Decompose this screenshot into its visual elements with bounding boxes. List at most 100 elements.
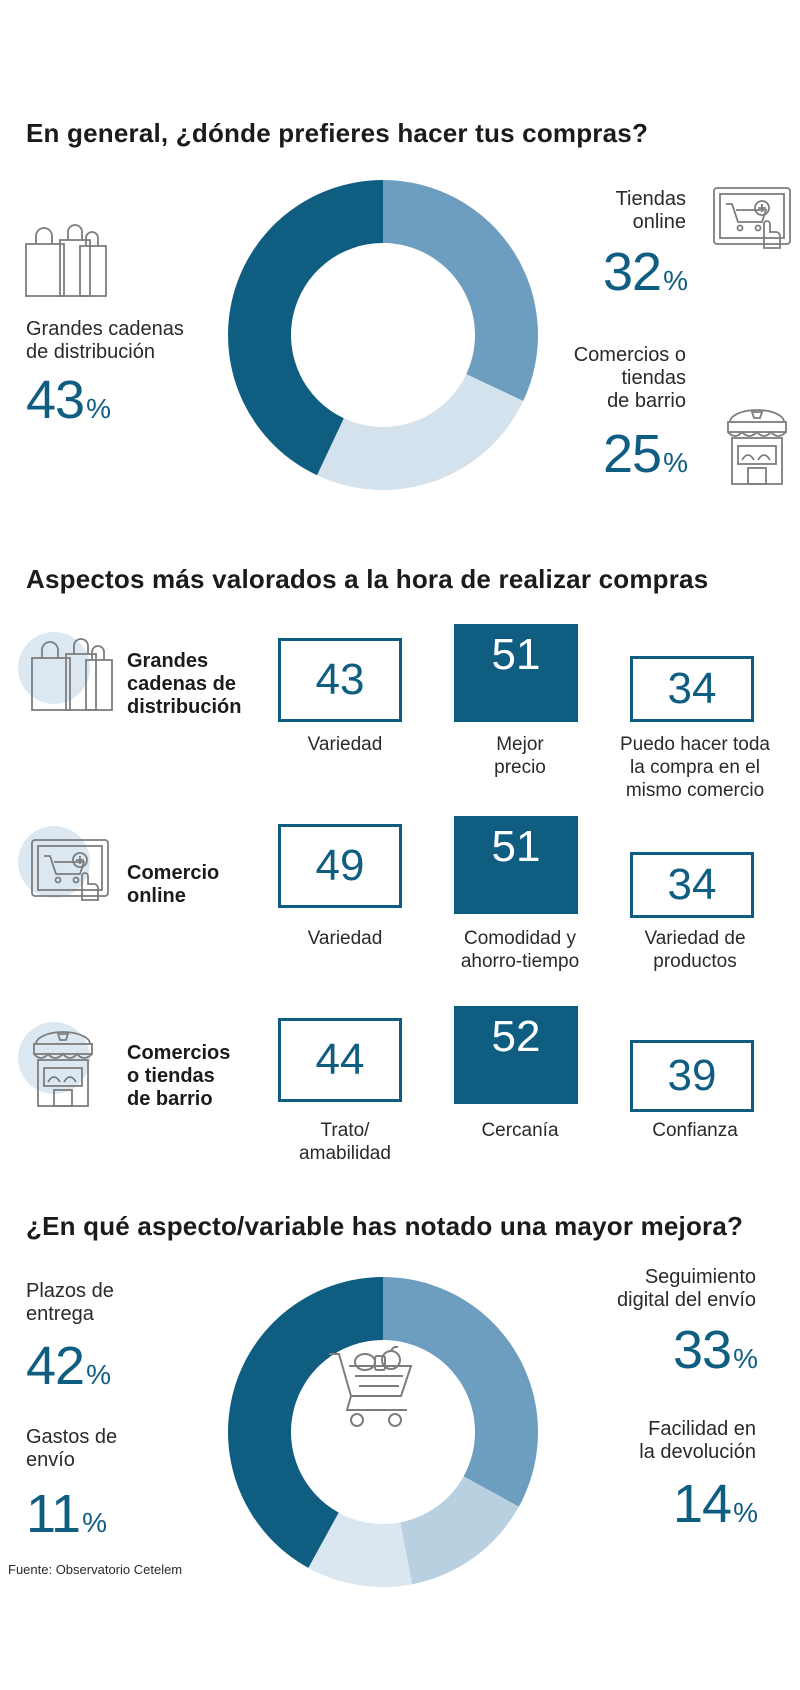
percent-sign: % (86, 393, 111, 424)
caption-line: productos (653, 951, 737, 972)
value-number: 42 (26, 1336, 85, 1396)
label-line: online (632, 211, 686, 233)
caption-line: la compra en el (630, 757, 760, 778)
donut-chart-2 (228, 1277, 538, 1588)
label-comercios-barrio: Comercios o tiendas de barrio (574, 344, 686, 413)
value-box: 43 (278, 638, 402, 722)
caption: Variedad de productos (600, 927, 790, 973)
caption-line: precio (494, 757, 546, 778)
label-line: la devolución (639, 1441, 756, 1463)
value-tiendas-online: 32% (603, 244, 688, 309)
label-line: envío (26, 1449, 75, 1471)
caption-line: Variedad (307, 928, 383, 949)
caption-line: Mejor (496, 734, 544, 755)
value-box: 34 (630, 656, 754, 722)
shopping-bags-icon (31, 638, 113, 711)
percent-sign: % (733, 1497, 758, 1528)
label-grandes-cadenas: Grandes cadenas de distribución (26, 318, 184, 364)
online-shop-tablet-icon (31, 839, 109, 901)
label-line: Seguimiento (644, 1266, 756, 1288)
value-number: 11 (26, 1484, 81, 1544)
category-comercio-online: Comercio online (127, 862, 219, 908)
donut-slice-4 (228, 1277, 383, 1568)
label-line: Grandes cadenas (26, 318, 184, 340)
donut-slice-1 (383, 180, 539, 401)
category-line: Comercios (127, 1042, 231, 1064)
percent-sign: % (663, 265, 688, 296)
value-number: 25 (603, 424, 662, 484)
value-box: 39 (630, 1040, 754, 1112)
label-line: digital del envío (617, 1289, 756, 1311)
value-number: 32 (603, 242, 662, 302)
section3-title: ¿En qué aspecto/variable has notado una … (26, 1211, 744, 1241)
caption-line: ahorro-tiempo (460, 951, 580, 972)
value-number: 14 (673, 1474, 732, 1534)
value-plazos-entrega: 42% (26, 1338, 111, 1403)
caption: Mejor precio (425, 733, 615, 779)
shopping-cart-icon (329, 1345, 413, 1427)
caption-line: Puedo hacer toda (619, 734, 770, 755)
value-box-highlight: 51 (454, 816, 578, 914)
caption: Comodidad y ahorro-tiempo (425, 927, 615, 973)
caption-line: Cercanía (481, 1120, 559, 1141)
percent-sign: % (663, 447, 688, 478)
category-line: o tiendas (127, 1065, 215, 1087)
category-line: distribución (127, 696, 242, 718)
caption-line: Variedad de (644, 928, 746, 949)
online-shop-tablet-icon (713, 187, 791, 249)
donut-chart-1 (228, 180, 539, 490)
donut-slice-3 (228, 180, 383, 476)
caption-line: Comodidad y (464, 928, 576, 949)
value-grandes-cadenas: 43% (26, 372, 111, 437)
caption-line: Trato/ (320, 1120, 370, 1141)
label-line: de distribución (26, 341, 155, 363)
storefront-icon (727, 409, 787, 485)
storefront-icon (33, 1031, 93, 1107)
label-seguimiento-digital: Seguimiento digital del envío (617, 1266, 756, 1312)
value-box-highlight: 51 (454, 624, 578, 722)
donut-slice-2 (317, 374, 524, 490)
category-line: de barrio (127, 1088, 213, 1110)
donut-slice-3 (308, 1512, 413, 1588)
caption-line: amabilidad (299, 1143, 391, 1164)
label-line: Gastos de (26, 1426, 118, 1448)
label-line: Tiendas (615, 188, 686, 210)
caption: Confianza (600, 1119, 790, 1142)
value-comercios-barrio: 25% (603, 426, 688, 491)
donut-slice-2 (400, 1476, 519, 1585)
caption-line: Confianza (652, 1120, 738, 1141)
label-line: de barrio (607, 390, 686, 412)
category-line: Grandes (127, 650, 209, 672)
label-line: tiendas (621, 367, 687, 389)
value-number: 43 (26, 370, 85, 430)
percent-sign: % (86, 1359, 111, 1390)
label-tiendas-online: Tiendas online (616, 188, 686, 234)
percent-sign: % (733, 1343, 758, 1374)
caption: Trato/ amabilidad (250, 1119, 440, 1165)
section2-title: Aspectos más valorados a la hora de real… (26, 564, 709, 594)
category-line: Comercio (127, 862, 220, 884)
source-note: Fuente: Observatorio Cetelem (8, 1562, 183, 1577)
value-box: 49 (278, 824, 402, 908)
category-comercios-barrio: Comercios o tiendas de barrio (127, 1042, 230, 1111)
caption: Puedo hacer toda la compra en el mismo c… (600, 733, 790, 802)
caption: Variedad (250, 733, 440, 756)
value-box: 44 (278, 1018, 402, 1102)
value-box: 34 (630, 852, 754, 918)
label-facilidad-devolucion: Facilidad en la devolución (639, 1418, 756, 1464)
section1-title: En general, ¿dónde prefieres hacer tus c… (26, 118, 649, 148)
shopping-bags-icon (25, 224, 107, 297)
label-plazos-entrega: Plazos de entrega (26, 1280, 114, 1326)
caption: Variedad (250, 927, 440, 950)
category-line: cadenas de (127, 673, 236, 695)
caption: Cercanía (425, 1119, 615, 1142)
percent-sign: % (82, 1507, 107, 1538)
value-number: 33 (673, 1320, 732, 1380)
category-grandes-cadenas: Grandes cadenas de distribución (127, 650, 241, 719)
value-box-highlight: 52 (454, 1006, 578, 1104)
donut-slice-1 (383, 1277, 538, 1507)
label-line: entrega (26, 1303, 94, 1325)
caption-line: mismo comercio (625, 780, 765, 801)
value-gastos-envio: 11% (26, 1486, 107, 1551)
